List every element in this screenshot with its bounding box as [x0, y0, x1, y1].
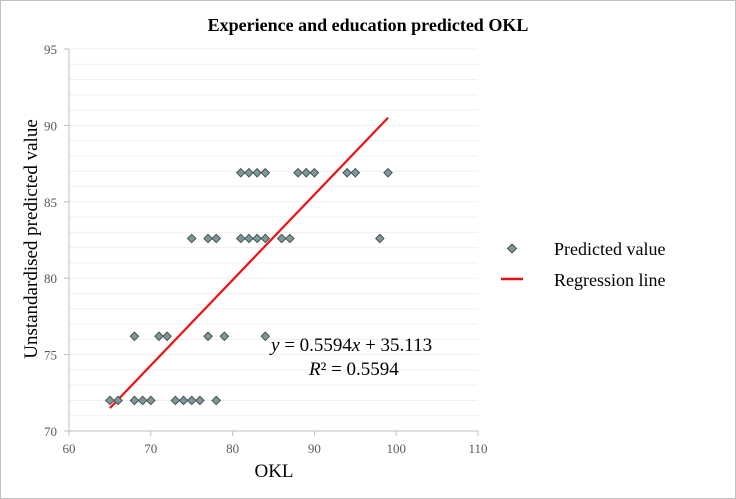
r-squared-value: ² = 0.5594 [321, 359, 400, 380]
data-point [293, 167, 303, 178]
eq-intercept: + 35.113 [360, 335, 432, 356]
x-tick-label: 100 [386, 441, 406, 456]
data-point [137, 395, 148, 406]
data-point [145, 395, 156, 406]
data-point [260, 233, 271, 244]
data-point [211, 233, 222, 244]
axes [68, 49, 478, 432]
legend-label-regression: Regression line [554, 270, 665, 290]
x-axis-ticks: 60 70 80 90 100 110 [63, 431, 488, 456]
legend: Predicted value Regression line [501, 239, 665, 290]
data-points [105, 167, 393, 406]
data-point [178, 395, 189, 406]
data-point [154, 331, 164, 342]
eq-coefficient: = 0.5594 [279, 335, 352, 356]
data-point [219, 331, 230, 342]
data-point [195, 395, 205, 406]
x-tick-label: 70 [144, 441, 157, 456]
data-point [162, 331, 172, 342]
data-point [260, 331, 271, 342]
data-point [375, 233, 385, 244]
r-squared-annotation: R² = 0.5594 [308, 359, 399, 380]
data-point [252, 233, 262, 244]
regression-line [109, 116, 389, 409]
x-tick-label: 90 [308, 441, 321, 456]
data-point [235, 167, 246, 178]
y-tick-label: 90 [44, 118, 57, 133]
data-point [309, 167, 320, 178]
x-axis-label: OKL [254, 461, 293, 482]
data-point [186, 395, 197, 406]
data-point [105, 395, 115, 406]
y-axis-ticks: 70 75 80 85 90 95 [44, 42, 69, 439]
data-point [301, 167, 312, 178]
regression-line-group [109, 116, 389, 409]
y-tick-label: 80 [44, 271, 57, 286]
data-point [203, 233, 213, 244]
y-tick-label: 75 [44, 348, 57, 363]
eq-y-symbol: y [269, 335, 280, 356]
data-point [203, 331, 213, 342]
x-tick-label: 80 [226, 441, 239, 456]
chart-title: Experience and education predicted OKL [208, 15, 529, 35]
legend-diamond-marker [506, 243, 518, 254]
gridlines [69, 48, 478, 417]
data-point [186, 233, 197, 244]
data-point [383, 167, 393, 178]
data-point [350, 167, 361, 178]
data-point [252, 167, 262, 178]
data-point [244, 167, 254, 178]
y-axis-label: Unstandardised predicted value [21, 119, 42, 359]
eq-x-symbol: x [351, 335, 361, 356]
data-point [129, 331, 140, 342]
data-point [113, 395, 123, 406]
data-point [285, 233, 295, 244]
legend-label-predicted: Predicted value [554, 239, 665, 259]
data-point [342, 167, 352, 178]
data-point [244, 233, 254, 244]
x-tick-label: 60 [63, 441, 76, 456]
r-symbol: R [308, 359, 321, 380]
y-tick-label: 95 [44, 42, 57, 57]
regression-equation: y = 0.5594x + 35.113 [269, 335, 432, 356]
data-point [211, 395, 222, 406]
data-point [260, 167, 271, 178]
data-point [170, 395, 181, 406]
y-tick-label: 85 [44, 195, 57, 210]
data-point [235, 233, 246, 244]
x-tick-label: 110 [468, 441, 487, 456]
data-point [276, 233, 287, 244]
data-point [129, 395, 140, 406]
y-tick-label: 70 [44, 424, 57, 439]
